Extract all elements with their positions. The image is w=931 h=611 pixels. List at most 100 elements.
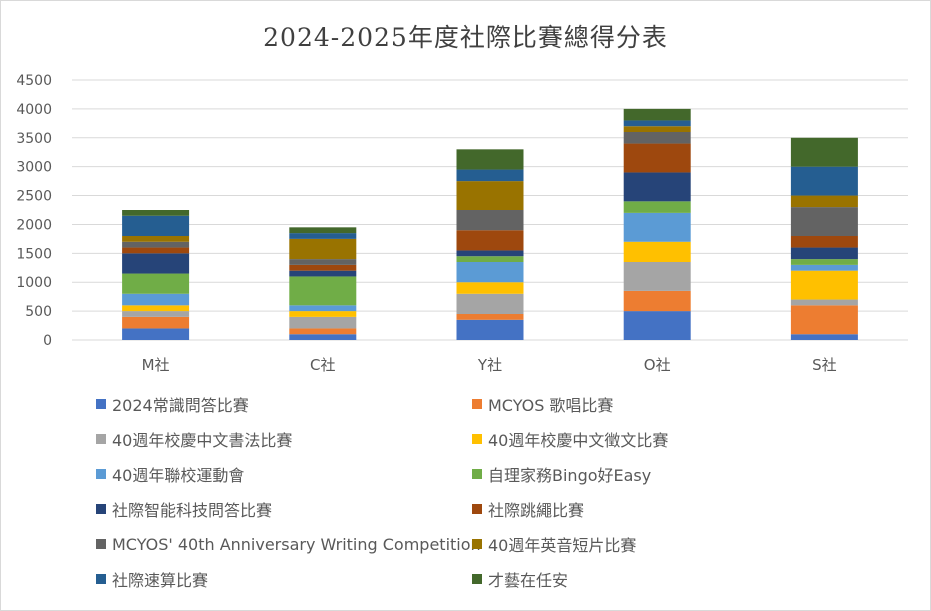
bar-segment bbox=[623, 311, 691, 340]
bar-segment bbox=[790, 247, 858, 260]
bar-segment bbox=[790, 166, 858, 196]
bar-segment bbox=[289, 311, 357, 317]
legend-label: 2024常識問答比賽 bbox=[112, 396, 249, 415]
bar-segment bbox=[623, 212, 691, 242]
legend-swatch bbox=[472, 574, 482, 584]
bar-segment bbox=[456, 282, 524, 294]
bar-segment bbox=[122, 247, 190, 254]
x-tick-label: S社 bbox=[812, 356, 837, 374]
bar-segment bbox=[456, 293, 524, 314]
x-tick-label: C社 bbox=[310, 356, 335, 374]
y-tick-label: 0 bbox=[43, 333, 52, 349]
legend-label: 社際跳繩比賽 bbox=[488, 501, 585, 520]
bar-segment bbox=[456, 319, 524, 340]
bar-segment bbox=[289, 264, 357, 271]
bar-segment bbox=[623, 172, 691, 202]
bar-segment bbox=[289, 328, 357, 335]
legend-label: 社際智能科技問答比賽 bbox=[112, 501, 273, 520]
legend-item: 自理家務Bingo好Easy bbox=[472, 463, 872, 485]
bar-segment bbox=[623, 132, 691, 144]
legend-swatch bbox=[96, 399, 106, 409]
bar-segment bbox=[122, 210, 190, 216]
legend-swatch bbox=[472, 539, 482, 549]
legend-swatch bbox=[96, 539, 106, 549]
bar-segment bbox=[122, 316, 190, 329]
bar-segment bbox=[122, 311, 190, 317]
legend-item: 2024常識問答比賽 bbox=[96, 393, 472, 415]
legend-label: 社際速算比賽 bbox=[112, 571, 209, 590]
bar-segment bbox=[289, 238, 357, 260]
x-tick-label: O社 bbox=[644, 356, 671, 374]
y-tick-label: 2000 bbox=[16, 217, 52, 233]
bar-segment bbox=[790, 299, 858, 306]
bar-segment bbox=[790, 137, 858, 167]
legend-label: 40週年聯校運動會 bbox=[112, 466, 245, 485]
legend-label: 40週年校慶中文書法比賽 bbox=[112, 431, 293, 450]
legend-item: MCYOS 歌唱比賽 bbox=[472, 393, 872, 415]
legend-item: 40週年校慶中文書法比賽 bbox=[96, 428, 472, 450]
bar-segment bbox=[790, 259, 858, 265]
bar-segment bbox=[456, 210, 524, 231]
y-tick-label: 3500 bbox=[16, 131, 52, 147]
y-tick-label: 1000 bbox=[16, 275, 52, 291]
bar-segment bbox=[289, 233, 357, 239]
legend-label: 自理家務Bingo好Easy bbox=[488, 466, 652, 485]
legend-item: 社際智能科技問答比賽 bbox=[96, 498, 472, 520]
legend-label: MCYOS 歌唱比賽 bbox=[488, 396, 614, 415]
x-tick-label: Y社 bbox=[477, 356, 502, 374]
bar-segment bbox=[289, 334, 357, 340]
bar-segment bbox=[456, 181, 524, 210]
x-tick-label: M社 bbox=[142, 356, 170, 374]
bar-segment bbox=[623, 143, 691, 173]
bar-segment bbox=[456, 256, 524, 262]
legend-swatch bbox=[96, 504, 106, 514]
legend-item: MCYOS' 40th Anniversary Writing Competit… bbox=[96, 533, 481, 555]
legend-label: 才藝在任安 bbox=[488, 571, 569, 590]
bar-segment bbox=[790, 305, 858, 335]
legend-swatch bbox=[472, 504, 482, 514]
legend-swatch bbox=[472, 434, 482, 444]
bar-segment bbox=[456, 169, 524, 182]
bar-segment bbox=[623, 108, 691, 121]
bar-segment bbox=[790, 264, 858, 271]
bar-segment bbox=[289, 227, 357, 234]
bar-segment bbox=[623, 290, 691, 312]
bar-segment bbox=[456, 149, 524, 170]
legend-item: 40週年校慶中文徵文比賽 bbox=[472, 428, 872, 450]
chart-title: 2024-2025年度社際比賽總得分表 bbox=[263, 23, 668, 52]
legend-item: 才藝在任安 bbox=[472, 568, 872, 590]
bar-segment bbox=[289, 259, 357, 265]
bar-segment bbox=[122, 273, 190, 294]
bar-segment bbox=[456, 250, 524, 257]
bar-segment bbox=[790, 270, 858, 300]
bar-segment bbox=[289, 305, 357, 312]
bar-segment bbox=[456, 230, 524, 251]
legend-item: 40週年聯校運動會 bbox=[96, 463, 472, 485]
bar-segment bbox=[623, 241, 691, 262]
legend-item: 40週年英音短片比賽 bbox=[472, 533, 872, 555]
legend-item: 社際跳繩比賽 bbox=[472, 498, 872, 520]
bar-segment bbox=[790, 207, 858, 236]
bar-segment bbox=[623, 126, 691, 132]
legend-swatch bbox=[96, 434, 106, 444]
y-tick-label: 1500 bbox=[16, 246, 52, 262]
bar-segment bbox=[289, 276, 357, 306]
legend-label: 40週年英音短片比賽 bbox=[488, 536, 637, 555]
y-tick-label: 4000 bbox=[16, 102, 52, 118]
y-tick-label: 3000 bbox=[16, 160, 52, 176]
bar-segment bbox=[122, 328, 190, 340]
bar-segment bbox=[122, 293, 190, 306]
legend: 2024常識問答比賽 MCYOS 歌唱比賽 40週年校慶中文書法比賽 40週年校慶中文… bbox=[96, 393, 876, 590]
y-tick-label: 4500 bbox=[16, 73, 52, 89]
bar-segment bbox=[456, 262, 524, 283]
legend-swatch bbox=[96, 469, 106, 479]
bar-segment bbox=[289, 316, 357, 329]
bar-segment bbox=[122, 215, 190, 236]
bar-segment bbox=[623, 201, 691, 213]
y-tick-label: 2500 bbox=[16, 189, 52, 205]
bar-segment bbox=[122, 236, 190, 242]
bar-segment bbox=[790, 334, 858, 340]
legend-swatch bbox=[472, 469, 482, 479]
legend-swatch bbox=[472, 399, 482, 409]
